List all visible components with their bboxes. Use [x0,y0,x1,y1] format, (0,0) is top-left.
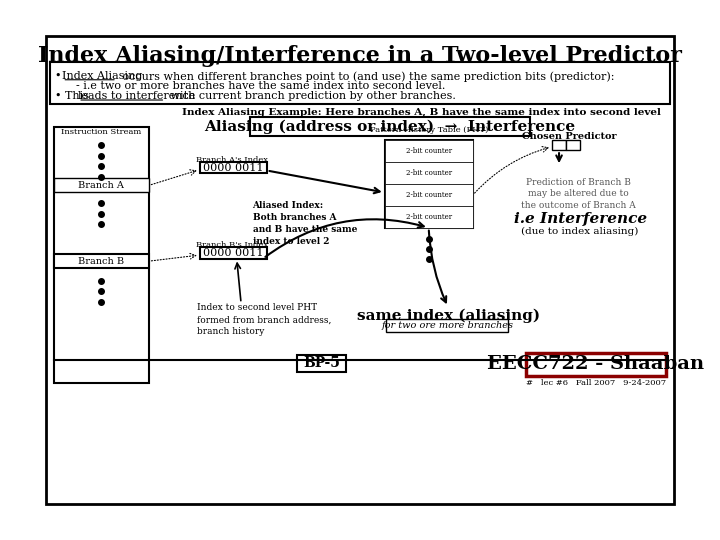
Text: 2-bit counter: 2-bit counter [405,147,451,154]
FancyBboxPatch shape [297,355,346,372]
Text: same index (aliasing): same index (aliasing) [356,308,539,323]
Text: 0000 0011: 0000 0011 [203,163,264,173]
Text: i.e Interference: i.e Interference [513,212,647,226]
Text: Index Aliasing/Interference in a Two-level Predictor: Index Aliasing/Interference in a Two-lev… [38,45,682,67]
FancyBboxPatch shape [199,161,266,173]
Text: (due to index aliasing): (due to index aliasing) [521,227,639,236]
Text: Branch B's Index: Branch B's Index [197,241,269,249]
Text: Instruction Stream: Instruction Stream [61,128,141,136]
Text: - i.e two or more branches have the same index into second level.: - i.e two or more branches have the same… [63,81,446,91]
FancyBboxPatch shape [552,140,566,150]
Text: Index Aliasing Example: Here branches A, B have the same index into second level: Index Aliasing Example: Here branches A,… [182,108,661,117]
Text: Index to second level PHT
formed from branch address,
branch history: Index to second level PHT formed from br… [197,303,331,336]
Text: Branch A's Index: Branch A's Index [197,156,269,164]
Text: • This: • This [55,91,93,102]
FancyBboxPatch shape [526,353,667,376]
Text: Aliased Index:
Both branches A
and B have the same
index to level 2: Aliased Index: Both branches A and B hav… [253,201,357,246]
Text: •: • [55,71,66,81]
Text: 2-bit counter: 2-bit counter [405,213,451,221]
Text: 2-bit counter: 2-bit counter [405,168,451,177]
FancyBboxPatch shape [250,117,530,136]
Text: Branch B: Branch B [78,256,124,266]
FancyBboxPatch shape [47,36,673,504]
Text: Prediction of Branch B
may be altered due to
the outcome of Branch A: Prediction of Branch B may be altered du… [521,178,636,210]
Text: 0000 0011: 0000 0011 [203,248,264,258]
FancyBboxPatch shape [384,206,473,228]
FancyBboxPatch shape [384,140,473,228]
Text: occurs when different branches point to (and use) the same prediction bits (pred: occurs when different branches point to … [119,71,614,82]
FancyBboxPatch shape [50,62,670,104]
FancyBboxPatch shape [384,161,473,184]
FancyBboxPatch shape [53,254,148,268]
FancyBboxPatch shape [53,127,148,383]
FancyBboxPatch shape [384,184,473,206]
Text: EECC722 - Shaaban: EECC722 - Shaaban [487,355,705,373]
Text: Index Aliasing: Index Aliasing [63,71,143,81]
Text: 2-bit counter: 2-bit counter [405,191,451,199]
Text: Pattern History Table (PHT): Pattern History Table (PHT) [369,126,488,134]
Text: #   lec #6   Fall 2007   9-24-2007: # lec #6 Fall 2007 9-24-2007 [526,379,666,387]
Text: with current branch prediction by other branches.: with current branch prediction by other … [167,91,456,102]
Text: BP-5: BP-5 [303,356,340,370]
Text: Chosen Predictor: Chosen Predictor [522,132,617,140]
FancyBboxPatch shape [199,247,266,259]
FancyBboxPatch shape [566,140,580,150]
Text: for two ore more branches: for two ore more branches [381,321,513,330]
Text: Aliasing (address or index)  →  Interference: Aliasing (address or index) → Interferen… [204,119,575,133]
FancyBboxPatch shape [387,319,508,332]
FancyBboxPatch shape [384,140,473,161]
FancyBboxPatch shape [53,178,148,192]
Text: Branch A: Branch A [78,181,124,190]
Text: leads to interference: leads to interference [78,91,195,102]
